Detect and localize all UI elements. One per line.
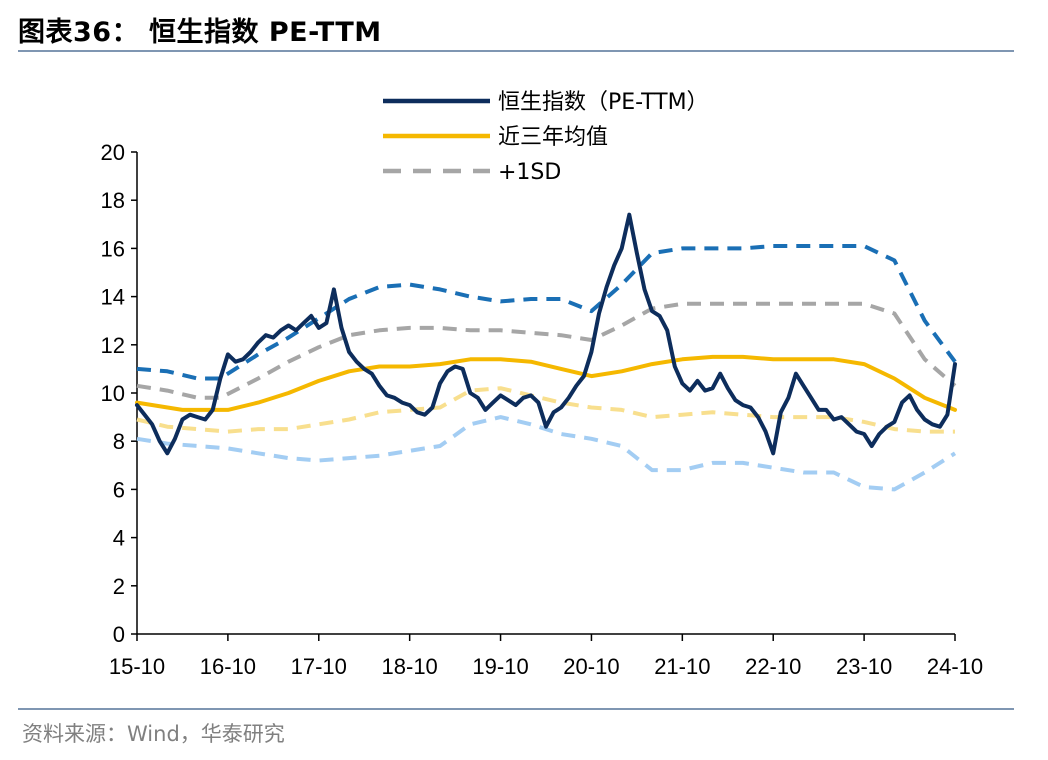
legend-label-mean: 近三年均值 <box>498 125 608 150</box>
series-line-upper1 <box>136 301 957 400</box>
plot-area <box>135 212 957 492</box>
x-tick-label: 24-10 <box>927 654 983 679</box>
x-tick-label: 21-10 <box>654 654 710 679</box>
y-tick-label: 10 <box>101 381 125 406</box>
x-tick-label: 22-10 <box>745 654 801 679</box>
y-tick-label: 8 <box>113 429 125 454</box>
y-tick-label: 18 <box>101 188 125 213</box>
y-tick-label: 12 <box>101 333 125 358</box>
x-tick-label: 19-10 <box>472 654 528 679</box>
x-tick-label: 16-10 <box>200 654 256 679</box>
y-tick-label: 16 <box>101 236 125 261</box>
series-line-lower2 <box>136 415 957 492</box>
x-tick-label: 15-10 <box>109 654 165 679</box>
top-divider <box>18 50 1014 52</box>
x-tick-label: 20-10 <box>563 654 619 679</box>
legend-label-pe: 恒生指数（PE-TTM） <box>498 90 709 115</box>
bottom-divider <box>18 708 1014 710</box>
x-tick-label: 18-10 <box>382 654 438 679</box>
series-line-upper2 <box>136 244 957 381</box>
figure-title: 图表36： 恒生指数 PE-TTM <box>18 17 382 48</box>
y-tick-label: 6 <box>113 477 125 502</box>
y-tick-label: 14 <box>101 285 125 310</box>
y-tick-label: 4 <box>113 526 125 551</box>
source-note: 资料来源：Wind，华泰研究 <box>22 722 285 746</box>
axes: 0 2 4 6 8 10 12 14 16 18 20 15-10 16-10 17-10 18-10 19-… <box>101 140 984 679</box>
legend-label-sd1_legend: +1SD <box>498 160 561 185</box>
y-tick-label: 0 <box>113 622 125 647</box>
x-tick-label: 17-10 <box>291 654 347 679</box>
y-tick-label: 20 <box>101 140 125 165</box>
legend: 恒生指数（PE-TTM） 近三年均值 +1SD <box>383 90 709 185</box>
series-line-mean <box>135 354 957 412</box>
x-tick-label: 23-10 <box>836 654 892 679</box>
y-tick-label: 2 <box>113 574 125 599</box>
series-line-pe <box>135 212 957 456</box>
series-line-lower1 <box>136 386 955 434</box>
